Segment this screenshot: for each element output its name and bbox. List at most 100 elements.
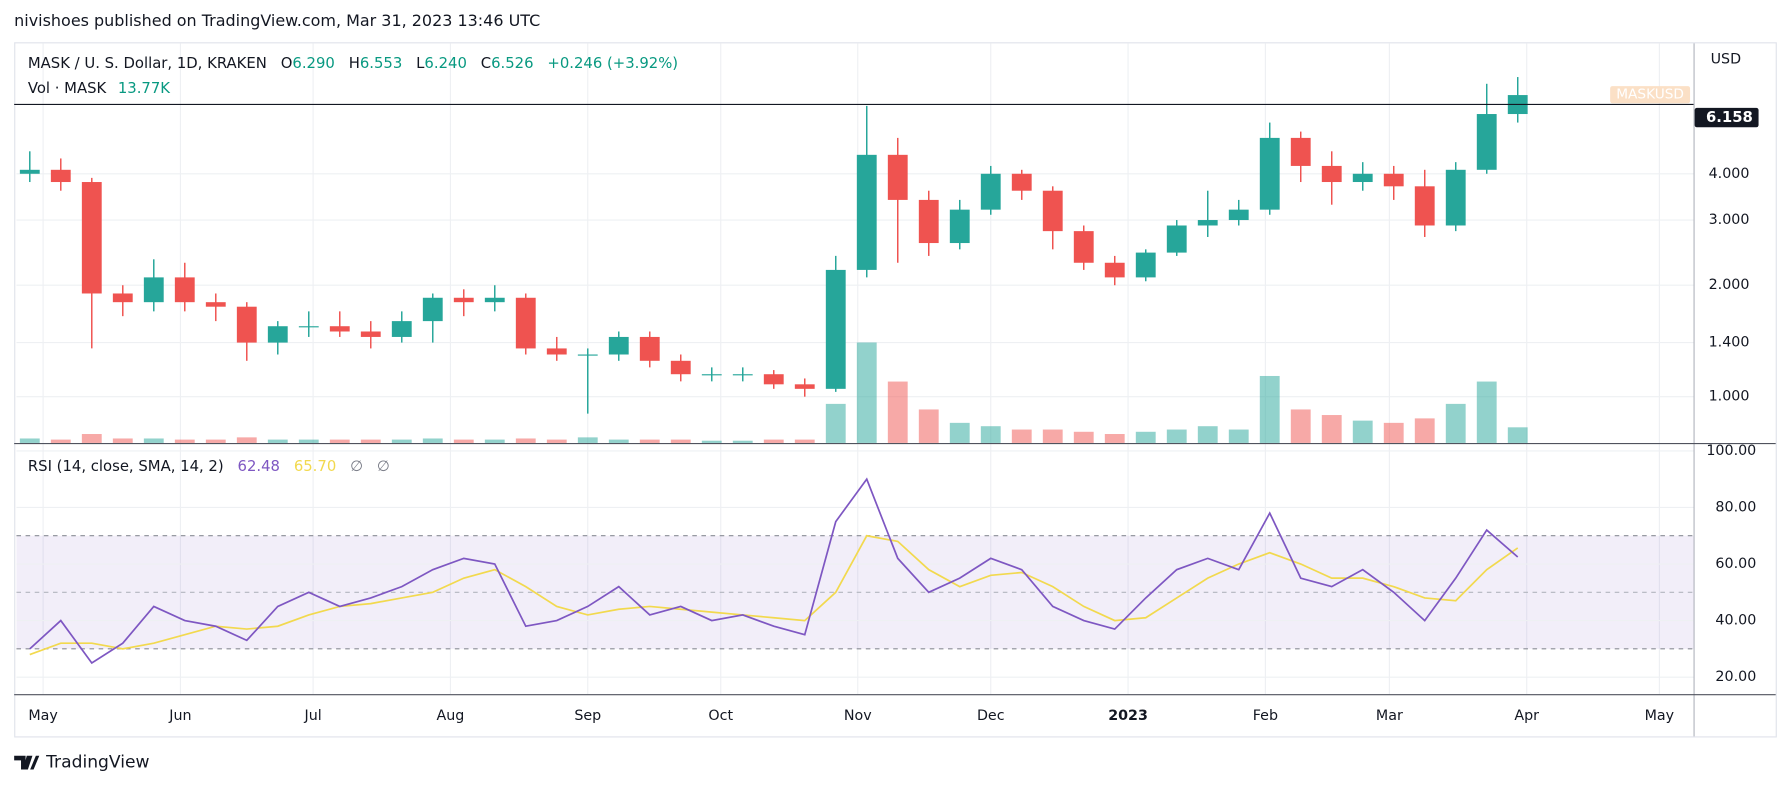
candle-body	[1352, 173, 1373, 183]
ohlc-value: 6.290	[292, 55, 334, 72]
candle-body	[360, 331, 381, 337]
candle-body	[267, 326, 288, 343]
logo-icon	[14, 755, 40, 770]
unit-label: USD	[1711, 51, 1741, 67]
volume-bar	[298, 439, 319, 443]
volume-bar	[1321, 415, 1342, 443]
candle-body	[856, 154, 877, 270]
volume-bar	[143, 438, 164, 443]
volume-bar	[670, 439, 691, 443]
x-tick-label: Feb	[1253, 708, 1278, 724]
volume-bar	[1135, 431, 1156, 443]
candle-body	[763, 374, 784, 385]
volume-bar	[763, 439, 784, 443]
y-tick-label: 100.00	[1706, 443, 1756, 459]
y-tick-label: 80.00	[1715, 499, 1756, 515]
volume-bar	[81, 434, 102, 443]
candle-body	[453, 297, 474, 303]
candle-body	[546, 348, 567, 355]
volume-bar	[1228, 429, 1249, 443]
volume-title: Vol · MASK	[28, 80, 108, 97]
candle-body	[50, 169, 71, 183]
volume-value: 13.77K	[118, 80, 171, 97]
volume-bar	[360, 439, 381, 443]
candle-body	[577, 354, 598, 356]
candle-body	[1011, 173, 1032, 191]
volume-bar	[484, 439, 505, 443]
volume-bar	[825, 403, 846, 443]
candle-body	[1104, 262, 1125, 278]
y-tick-label: 20.00	[1715, 669, 1756, 685]
symbol-title: MASK / U. S. Dollar, 1D, KRAKEN	[28, 55, 267, 72]
x-tick-label: May	[1645, 708, 1675, 724]
candle-body	[732, 374, 753, 376]
volume-bar	[329, 439, 350, 443]
volume-bar	[1073, 431, 1094, 443]
candle-body	[701, 374, 722, 376]
grid-layer	[16, 43, 1694, 695]
volume-bar	[1166, 429, 1187, 443]
candle-body	[1259, 137, 1280, 210]
x-tick-label: Mar	[1376, 708, 1403, 724]
rsi-legend: RSI (14, close, SMA, 14, 2) 62.48 65.70 …	[28, 458, 390, 475]
volume-bar	[608, 439, 629, 443]
logo: TradingView	[14, 753, 150, 773]
volume-bar	[422, 438, 443, 443]
candle-body	[1135, 252, 1156, 278]
volume-bar	[50, 439, 71, 443]
candle-body	[794, 384, 815, 389]
y-tick-label: 4.000	[1709, 166, 1750, 182]
rsi-sma-value: 65.70	[294, 458, 336, 475]
candle-body	[670, 360, 691, 375]
volume-bar	[887, 381, 908, 443]
rsi-line	[29, 477, 1519, 665]
price-label-bg	[1694, 107, 1759, 128]
candle-body	[298, 326, 319, 328]
ohlc-key: C	[481, 55, 491, 72]
volume-bar	[1476, 381, 1497, 443]
volume-bar	[1259, 375, 1280, 443]
volume-bar	[1104, 434, 1125, 443]
volume-bar	[391, 439, 412, 443]
candle-body	[887, 154, 908, 200]
ohlc-key: L	[416, 55, 425, 72]
candle-body	[391, 321, 412, 337]
marks-layer	[14, 77, 1694, 665]
volume-bar	[732, 440, 753, 443]
volume-bar	[453, 439, 474, 443]
volume-bar	[546, 439, 567, 443]
y-tick-label: 60.00	[1715, 556, 1756, 572]
ohlc-value: 6.240	[424, 55, 466, 72]
volume-bar	[174, 439, 195, 443]
ohlc-value: 6.553	[360, 55, 402, 72]
x-tick-label: Jun	[168, 708, 191, 724]
candle-body	[1476, 114, 1497, 170]
volume-bar	[1383, 422, 1404, 443]
candle-body	[329, 326, 350, 332]
volume-bar	[1352, 420, 1373, 443]
x-tick-label: Aug	[437, 708, 465, 724]
ohlc-value: 6.526	[491, 55, 533, 72]
volume-bar	[1414, 418, 1435, 443]
logo-text: TradingView	[45, 753, 149, 773]
candle-body	[515, 297, 536, 349]
volume-bar	[1011, 429, 1032, 443]
candle-body	[639, 336, 660, 361]
candle-body	[918, 199, 939, 244]
candle-body	[1383, 173, 1404, 187]
x-tick-label: Oct	[708, 708, 733, 724]
volume-bar	[949, 422, 970, 443]
y-tick-label: 3.000	[1709, 212, 1750, 228]
x-tick-label: Jul	[304, 708, 322, 724]
x-tick-label: Nov	[844, 708, 872, 724]
x-tick-label: Dec	[977, 708, 1005, 724]
y-tick-label: 1.400	[1709, 335, 1750, 351]
volume-bar	[19, 438, 40, 443]
volume-bar	[515, 438, 536, 443]
candle-body	[143, 277, 164, 303]
candle-body	[236, 306, 257, 343]
candle-body	[1197, 220, 1218, 226]
volume-bar	[1507, 427, 1528, 443]
